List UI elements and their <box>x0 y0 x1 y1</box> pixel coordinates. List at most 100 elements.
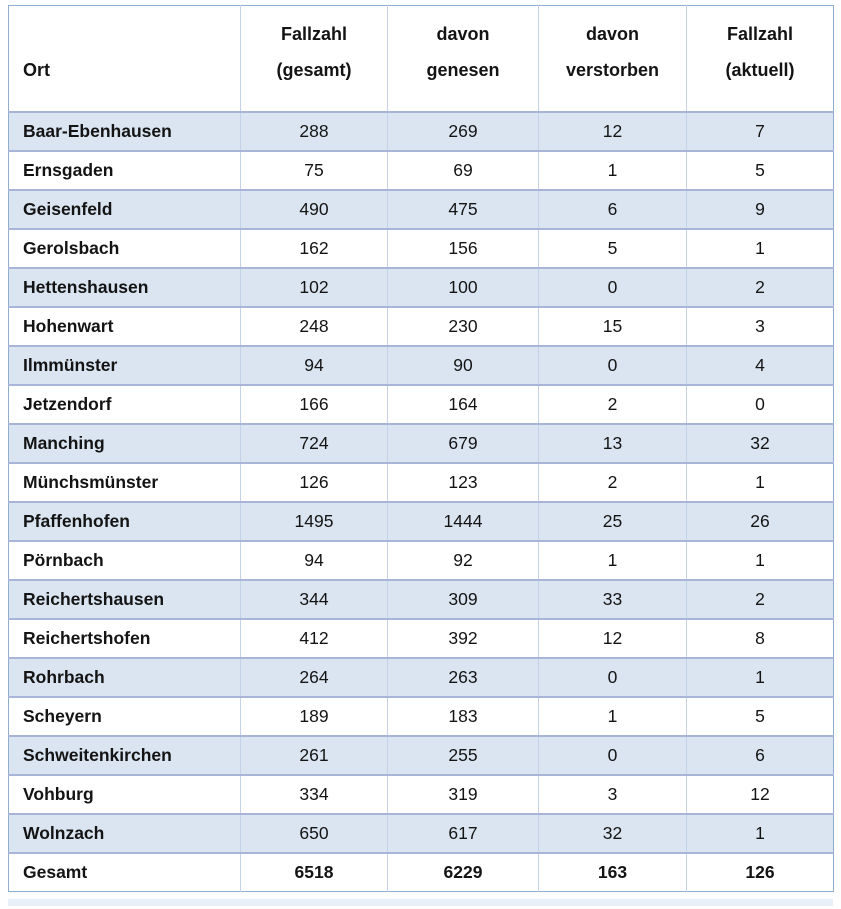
cell-ort: Geisenfeld <box>8 188 241 229</box>
header-label-line2: genesen <box>426 60 500 80</box>
cell-verstorben: 15 <box>538 305 687 346</box>
table-row: Pfaffenhofen 1495 1444 25 26 <box>8 500 834 541</box>
cell-ort: Rohrbach <box>8 656 241 697</box>
cell-ort: Gesamt <box>8 851 241 892</box>
cell-ort: Hettenshausen <box>8 266 241 307</box>
cell-aktuell: 26 <box>686 500 834 541</box>
cell-ort: Münchsmünster <box>8 461 241 502</box>
cell-aktuell: 32 <box>686 422 834 463</box>
header-label-line2: verstorben <box>565 60 660 80</box>
cell-genesen: 92 <box>387 539 539 580</box>
table-body: Baar-Ebenhausen 288 269 12 7 Ernsgaden 75 69 1 5 G… <box>8 110 834 892</box>
cell-verstorben: 0 <box>538 656 687 697</box>
table-row: Münchsmünster 126 123 2 1 <box>8 461 834 502</box>
cell-gesamt: 261 <box>240 734 388 775</box>
cell-gesamt: 248 <box>240 305 388 346</box>
cell-genesen: 309 <box>387 578 539 619</box>
cell-aktuell: 5 <box>686 149 834 190</box>
cell-ort: Reichertshofen <box>8 617 241 658</box>
cell-gesamt: 102 <box>240 266 388 307</box>
cell-verstorben: 12 <box>538 617 687 658</box>
cell-genesen: 392 <box>387 617 539 658</box>
cell-verstorben: 1 <box>538 695 687 736</box>
header-label-line2: (aktuell) <box>725 60 795 80</box>
table-row: Manching 724 679 13 32 <box>8 422 834 463</box>
cell-genesen: 617 <box>387 812 539 853</box>
table-header: Ort Fallzahl (gesamt) davon genesen davon vers… <box>8 5 834 113</box>
table-row: Reichertshofen 412 392 12 8 <box>8 617 834 658</box>
column-header-fallzahl-aktuell: Fallzahl (aktuell) <box>686 5 834 113</box>
table-row: Geisenfeld 490 475 6 9 <box>8 188 834 229</box>
cell-verstorben: 0 <box>538 344 687 385</box>
cell-gesamt: 75 <box>240 149 388 190</box>
cell-aktuell: 126 <box>686 851 834 892</box>
cell-genesen: 6229 <box>387 851 539 892</box>
cell-ort: Baar-Ebenhausen <box>8 110 241 151</box>
cell-aktuell: 5 <box>686 695 834 736</box>
cell-aktuell: 12 <box>686 773 834 814</box>
cell-gesamt: 724 <box>240 422 388 463</box>
cell-genesen: 100 <box>387 266 539 307</box>
cell-ort: Scheyern <box>8 695 241 736</box>
table-row: Pörnbach 94 92 1 1 <box>8 539 834 580</box>
cell-verstorben: 1 <box>538 149 687 190</box>
header-label-line1: Fallzahl <box>280 24 347 44</box>
cell-genesen: 69 <box>387 149 539 190</box>
cell-aktuell: 1 <box>686 812 834 853</box>
cell-ort: Pfaffenhofen <box>8 500 241 541</box>
cell-ort: Jetzendorf <box>8 383 241 424</box>
cell-ort: Schweitenkirchen <box>8 734 241 775</box>
cell-genesen: 255 <box>387 734 539 775</box>
table-row: Vohburg 334 319 3 12 <box>8 773 834 814</box>
cell-ort: Manching <box>8 422 241 463</box>
cell-ort: Vohburg <box>8 773 241 814</box>
cell-genesen: 164 <box>387 383 539 424</box>
table-row: Wolnzach 650 617 32 1 <box>8 812 834 853</box>
cell-verstorben: 33 <box>538 578 687 619</box>
cell-ort: Wolnzach <box>8 812 241 853</box>
column-header-fallzahl-gesamt: Fallzahl (gesamt) <box>240 5 388 113</box>
cell-verstorben: 12 <box>538 110 687 151</box>
table-row: Jetzendorf 166 164 2 0 <box>8 383 834 424</box>
table-row: Ilmmünster 94 90 0 4 <box>8 344 834 385</box>
cell-gesamt: 288 <box>240 110 388 151</box>
cell-gesamt: 344 <box>240 578 388 619</box>
covid-cases-table: Ort Fallzahl (gesamt) davon genesen davon vers… <box>8 5 834 892</box>
cell-gesamt: 94 <box>240 344 388 385</box>
cell-aktuell: 7 <box>686 110 834 151</box>
column-header-ort: Ort <box>8 5 241 113</box>
header-label-line1: davon <box>585 24 639 44</box>
cell-verstorben: 163 <box>538 851 687 892</box>
cell-aktuell: 1 <box>686 656 834 697</box>
cell-ort: Hohenwart <box>8 305 241 346</box>
cell-genesen: 1444 <box>387 500 539 541</box>
cell-gesamt: 166 <box>240 383 388 424</box>
total-row: Gesamt 6518 6229 163 126 <box>8 851 834 892</box>
cell-ort: Reichertshausen <box>8 578 241 619</box>
cell-genesen: 319 <box>387 773 539 814</box>
cell-aktuell: 3 <box>686 305 834 346</box>
cell-genesen: 230 <box>387 305 539 346</box>
cell-gesamt: 490 <box>240 188 388 229</box>
cell-verstorben: 1 <box>538 539 687 580</box>
cell-aktuell: 1 <box>686 227 834 268</box>
cell-verstorben: 2 <box>538 383 687 424</box>
cell-ort: Gerolsbach <box>8 227 241 268</box>
cell-gesamt: 6518 <box>240 851 388 892</box>
cell-gesamt: 264 <box>240 656 388 697</box>
cell-ort: Pörnbach <box>8 539 241 580</box>
header-label-line1: Fallzahl <box>726 24 793 44</box>
cell-gesamt: 412 <box>240 617 388 658</box>
cell-aktuell: 1 <box>686 539 834 580</box>
cell-verstorben: 3 <box>538 773 687 814</box>
cell-genesen: 679 <box>387 422 539 463</box>
cell-gesamt: 650 <box>240 812 388 853</box>
table-row: Scheyern 189 183 1 5 <box>8 695 834 736</box>
header-label-line1: davon <box>436 24 490 44</box>
table-row: Ernsgaden 75 69 1 5 <box>8 149 834 190</box>
header-label-line1: Ort <box>23 60 50 80</box>
cell-genesen: 123 <box>387 461 539 502</box>
cell-aktuell: 2 <box>686 578 834 619</box>
cell-aktuell: 2 <box>686 266 834 307</box>
table-row: Schweitenkirchen 261 255 0 6 <box>8 734 834 775</box>
